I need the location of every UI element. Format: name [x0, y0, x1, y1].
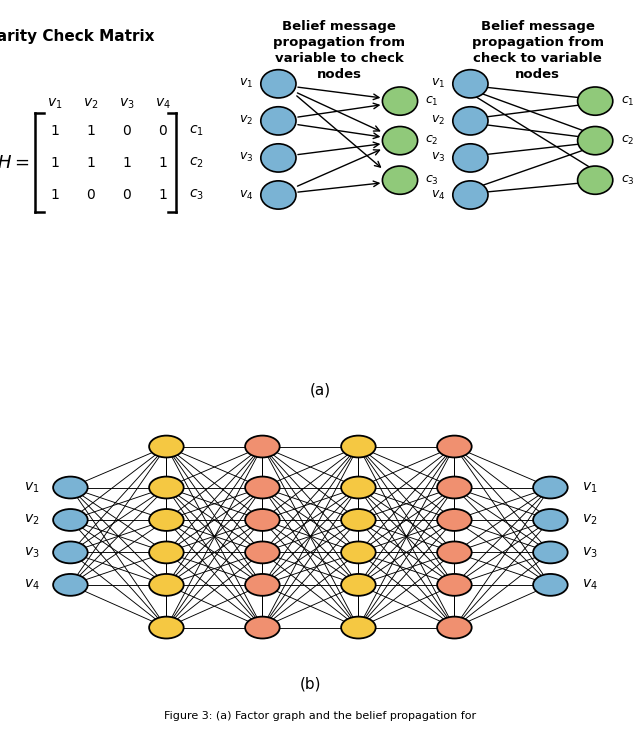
- Ellipse shape: [149, 616, 184, 638]
- Text: $v_1$: $v_1$: [47, 97, 62, 111]
- Ellipse shape: [341, 574, 376, 596]
- Text: $c_1$: $c_1$: [426, 94, 439, 108]
- Ellipse shape: [149, 436, 184, 458]
- Text: $v_3$: $v_3$: [239, 152, 253, 165]
- Text: (b): (b): [300, 676, 321, 692]
- Text: 0: 0: [122, 124, 131, 138]
- Ellipse shape: [245, 574, 280, 596]
- Text: $c_2$: $c_2$: [189, 156, 204, 170]
- Text: $c_3$: $c_3$: [621, 173, 634, 187]
- Ellipse shape: [341, 542, 376, 564]
- Ellipse shape: [245, 542, 280, 564]
- Text: $c_1$: $c_1$: [621, 94, 634, 108]
- Ellipse shape: [437, 542, 472, 564]
- Ellipse shape: [341, 509, 376, 531]
- Text: $v_4$: $v_4$: [155, 97, 170, 111]
- Text: 0: 0: [122, 188, 131, 202]
- Ellipse shape: [53, 477, 88, 498]
- Text: 1: 1: [50, 124, 59, 138]
- Ellipse shape: [341, 616, 376, 638]
- Text: Figure 3: (a) Factor graph and the belief propagation for: Figure 3: (a) Factor graph and the belie…: [164, 711, 476, 720]
- Text: $v_2$: $v_2$: [24, 512, 39, 527]
- Ellipse shape: [53, 574, 88, 596]
- Ellipse shape: [149, 509, 184, 531]
- Ellipse shape: [453, 143, 488, 172]
- Text: 1: 1: [86, 124, 95, 138]
- Ellipse shape: [533, 509, 568, 531]
- Ellipse shape: [383, 87, 418, 115]
- Text: 1: 1: [86, 156, 95, 170]
- Text: 1: 1: [158, 188, 167, 202]
- Ellipse shape: [533, 574, 568, 596]
- Ellipse shape: [261, 70, 296, 98]
- Text: $v_4$: $v_4$: [582, 578, 597, 592]
- Ellipse shape: [261, 107, 296, 135]
- Text: 0: 0: [86, 188, 95, 202]
- Text: $c_3$: $c_3$: [426, 173, 439, 187]
- Text: $v_3$: $v_3$: [24, 545, 39, 560]
- Text: $v_4$: $v_4$: [431, 188, 445, 201]
- Ellipse shape: [383, 166, 418, 194]
- Text: $v_2$: $v_2$: [83, 97, 99, 111]
- Text: 1: 1: [50, 156, 59, 170]
- Ellipse shape: [383, 127, 418, 154]
- Text: $c_2$: $c_2$: [426, 134, 439, 147]
- Ellipse shape: [261, 143, 296, 172]
- Ellipse shape: [453, 107, 488, 135]
- Ellipse shape: [53, 509, 88, 531]
- Text: Parity Check Matrix: Parity Check Matrix: [0, 29, 155, 45]
- Ellipse shape: [437, 574, 472, 596]
- Text: $c_3$: $c_3$: [189, 188, 204, 202]
- Text: $H=$: $H=$: [0, 154, 29, 172]
- Text: $v_2$: $v_2$: [431, 114, 445, 127]
- Ellipse shape: [453, 70, 488, 98]
- Text: 1: 1: [50, 188, 59, 202]
- Text: $v_1$: $v_1$: [582, 480, 597, 495]
- Ellipse shape: [149, 574, 184, 596]
- Text: $v_4$: $v_4$: [239, 188, 253, 201]
- Ellipse shape: [149, 542, 184, 564]
- Text: $c_2$: $c_2$: [621, 134, 634, 147]
- Text: $v_1$: $v_1$: [24, 480, 39, 495]
- Text: $c_1$: $c_1$: [189, 124, 204, 138]
- Ellipse shape: [578, 87, 613, 115]
- Ellipse shape: [245, 436, 280, 458]
- Text: $v_3$: $v_3$: [119, 97, 134, 111]
- Ellipse shape: [453, 181, 488, 209]
- Ellipse shape: [245, 477, 280, 498]
- Text: Belief message
propagation from
variable to check
nodes: Belief message propagation from variable…: [273, 20, 405, 81]
- Ellipse shape: [437, 616, 472, 638]
- Ellipse shape: [245, 509, 280, 531]
- Ellipse shape: [261, 181, 296, 209]
- Text: $v_2$: $v_2$: [239, 114, 253, 127]
- Text: $v_2$: $v_2$: [582, 512, 597, 527]
- Ellipse shape: [149, 477, 184, 498]
- Ellipse shape: [437, 509, 472, 531]
- Ellipse shape: [341, 436, 376, 458]
- Text: $v_1$: $v_1$: [431, 78, 445, 90]
- Ellipse shape: [533, 477, 568, 498]
- Text: $v_4$: $v_4$: [24, 578, 39, 592]
- Text: 0: 0: [158, 124, 167, 138]
- Ellipse shape: [437, 477, 472, 498]
- Ellipse shape: [533, 542, 568, 564]
- Text: (a): (a): [309, 383, 331, 397]
- Ellipse shape: [53, 542, 88, 564]
- Text: Belief message
propagation from
check to variable
nodes: Belief message propagation from check to…: [472, 20, 604, 81]
- Text: 1: 1: [158, 156, 167, 170]
- Text: $v_3$: $v_3$: [582, 545, 597, 560]
- Text: 1: 1: [122, 156, 131, 170]
- Ellipse shape: [578, 166, 613, 194]
- Ellipse shape: [245, 616, 280, 638]
- Text: $v_1$: $v_1$: [239, 78, 253, 90]
- Ellipse shape: [578, 127, 613, 154]
- Ellipse shape: [341, 477, 376, 498]
- Text: $v_3$: $v_3$: [431, 152, 445, 165]
- Ellipse shape: [437, 436, 472, 458]
